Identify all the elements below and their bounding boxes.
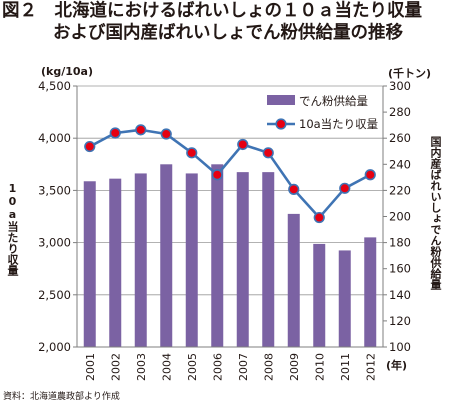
right-axis-label: 国内産ばれいしょでん粉供給量 bbox=[429, 136, 442, 290]
chart-title: 図２ 北海道におけるばれいしょの１０ａ当たり収量 および国内産ばれいしょでん粉供… bbox=[2, 0, 448, 44]
right-tick-label: 140 bbox=[389, 288, 411, 302]
left-tick-label: 3,500 bbox=[38, 183, 71, 197]
yield-point-2011 bbox=[339, 182, 351, 194]
yield-point-2004 bbox=[160, 128, 172, 140]
axes: 2,000 2,500 3,000 3,500 4,000 4,500 100 120 140 1… bbox=[38, 79, 411, 381]
right-tick-label: 300 bbox=[389, 79, 411, 93]
bar-2011 bbox=[338, 250, 351, 347]
gridlines bbox=[77, 85, 383, 296]
yield-point-2008 bbox=[262, 147, 274, 159]
bar-2010 bbox=[313, 243, 326, 347]
legend-bar-swatch bbox=[267, 95, 295, 105]
legend-bar-label: でん粉供給量 bbox=[299, 94, 368, 108]
x-tick-label: 2004 bbox=[160, 353, 173, 381]
x-tick-label: 2012 bbox=[364, 353, 377, 381]
x-tick-label: 2011 bbox=[339, 353, 352, 381]
bar-2012 bbox=[364, 237, 377, 347]
bar-2003 bbox=[134, 173, 147, 347]
yield-point-2010 bbox=[313, 211, 325, 224]
yield-point-2012 bbox=[364, 169, 376, 181]
right-tick-label: 260 bbox=[389, 131, 411, 145]
bar-2004 bbox=[160, 164, 173, 347]
bar-2007 bbox=[236, 172, 249, 347]
bar-2008 bbox=[262, 172, 275, 347]
line-series bbox=[84, 124, 376, 224]
left-tick-label: 2,000 bbox=[38, 340, 71, 354]
right-tick-label: 160 bbox=[389, 262, 411, 276]
bar-series bbox=[83, 164, 377, 347]
right-axis-unit: (千トン) bbox=[388, 67, 432, 80]
yield-point-2006 bbox=[211, 169, 223, 181]
left-axis-label: 10a当たり収量 bbox=[6, 182, 19, 276]
left-tick-label: 4,000 bbox=[38, 131, 71, 145]
right-tick-label: 200 bbox=[389, 210, 411, 224]
bar-2005 bbox=[185, 173, 198, 347]
legend-line-marker bbox=[275, 118, 287, 130]
right-tick-label: 220 bbox=[389, 183, 411, 197]
yield-line bbox=[89, 128, 371, 219]
bar-2001 bbox=[83, 181, 96, 347]
x-tick-label: 2003 bbox=[135, 353, 148, 381]
x-tick-label: 2006 bbox=[211, 353, 224, 381]
x-tick-label: 2009 bbox=[288, 353, 301, 381]
yield-point-2003 bbox=[135, 124, 147, 136]
source-note: 資料：北海道農政部より作成 bbox=[3, 392, 120, 402]
legend-line-label: 10a当たり収量 bbox=[299, 117, 378, 131]
bar-2002 bbox=[109, 178, 122, 347]
x-tick-label: 2002 bbox=[109, 353, 122, 381]
x-tick-label: 2008 bbox=[262, 353, 275, 381]
x-tick-label: 2001 bbox=[84, 353, 97, 381]
right-tick-label: 120 bbox=[389, 314, 411, 328]
left-tick-label: 2,500 bbox=[38, 288, 71, 302]
x-tick-label: 2010 bbox=[313, 353, 326, 381]
right-tick-label: 100 bbox=[389, 340, 411, 354]
right-tick-label: 240 bbox=[389, 157, 411, 171]
chart-title-line2: および国内産ばれいしょでん粉供給量の推移 bbox=[53, 23, 403, 43]
bar-2009 bbox=[287, 213, 300, 347]
chart-title-line1: 図２ 北海道におけるばれいしょの１０ａ当たり収量 bbox=[2, 1, 422, 21]
yield-point-2002 bbox=[109, 127, 121, 139]
legend: でん粉供給量 10a当たり収量 bbox=[267, 94, 378, 131]
right-tick-label: 180 bbox=[389, 236, 411, 250]
yield-point-2005 bbox=[186, 147, 198, 159]
left-axis-unit: (kg/10a) bbox=[41, 65, 93, 78]
left-tick-label: 4,500 bbox=[38, 79, 71, 93]
yield-point-2007 bbox=[237, 138, 249, 151]
bar-2006 bbox=[211, 164, 224, 347]
yield-point-2009 bbox=[288, 183, 300, 195]
x-axis-unit: (年) bbox=[386, 358, 407, 372]
x-tick-label: 2005 bbox=[186, 353, 199, 381]
yield-point-2001 bbox=[84, 140, 96, 153]
right-tick-label: 280 bbox=[389, 105, 411, 119]
left-tick-label: 3,000 bbox=[38, 236, 71, 250]
x-tick-label: 2007 bbox=[237, 353, 250, 381]
